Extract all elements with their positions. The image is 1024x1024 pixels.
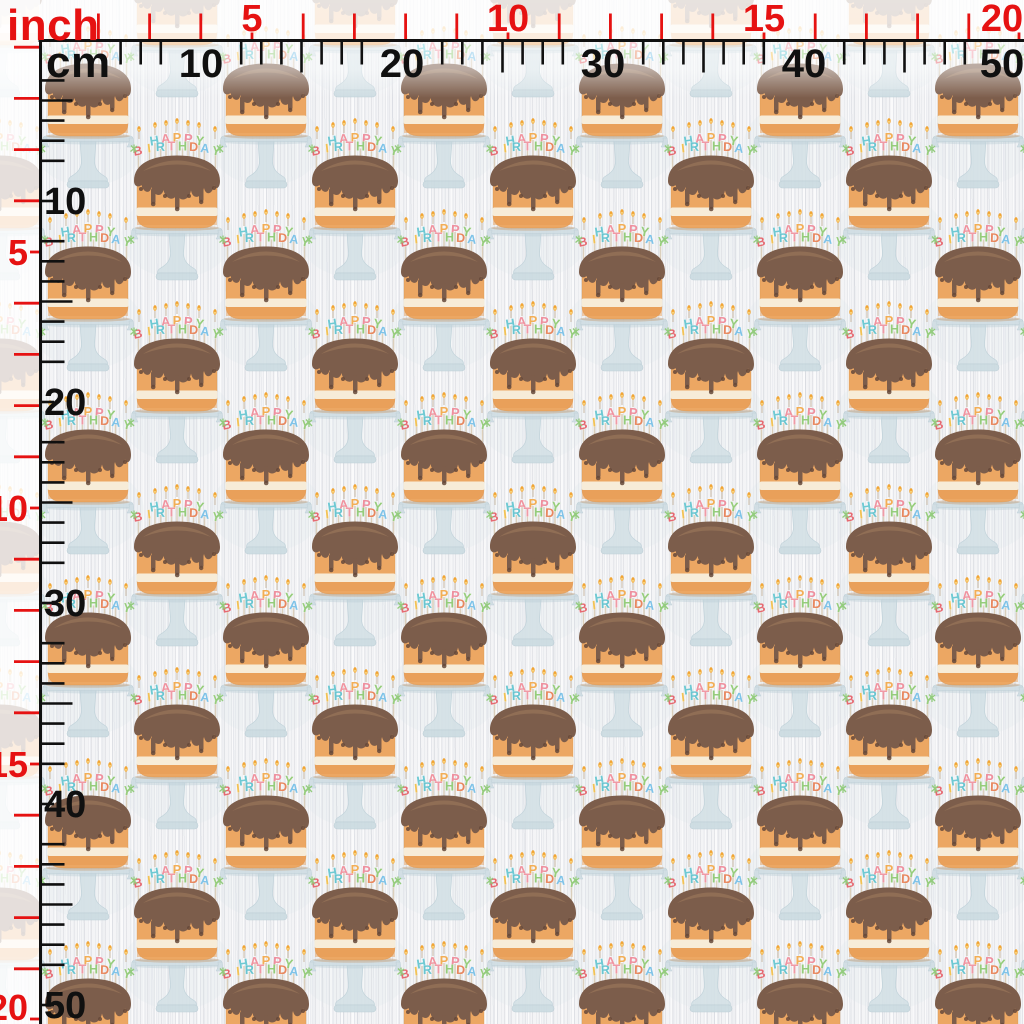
top-ruler-wash [0,0,1024,100]
inch-tick-label: 20 [981,0,1023,40]
cm-tick-label: 20 [380,42,425,86]
inch-tick-label: 10 [0,488,28,529]
inch-tick-label: 20 [0,987,28,1024]
inch-tick-label: 5 [241,0,262,40]
cm-unit-label: cm [46,38,111,87]
cm-tick-label: 40 [782,42,827,86]
inch-unit-label: inch [7,1,100,50]
cm-tick-label: 50 [980,42,1024,86]
left-ruler-wash [0,0,40,1024]
cm-tick-label: 30 [581,42,626,86]
inch-tick-label: 5 [8,232,28,273]
inch-tick-label: 15 [0,744,28,785]
cm-tick-label: 10 [179,42,224,86]
